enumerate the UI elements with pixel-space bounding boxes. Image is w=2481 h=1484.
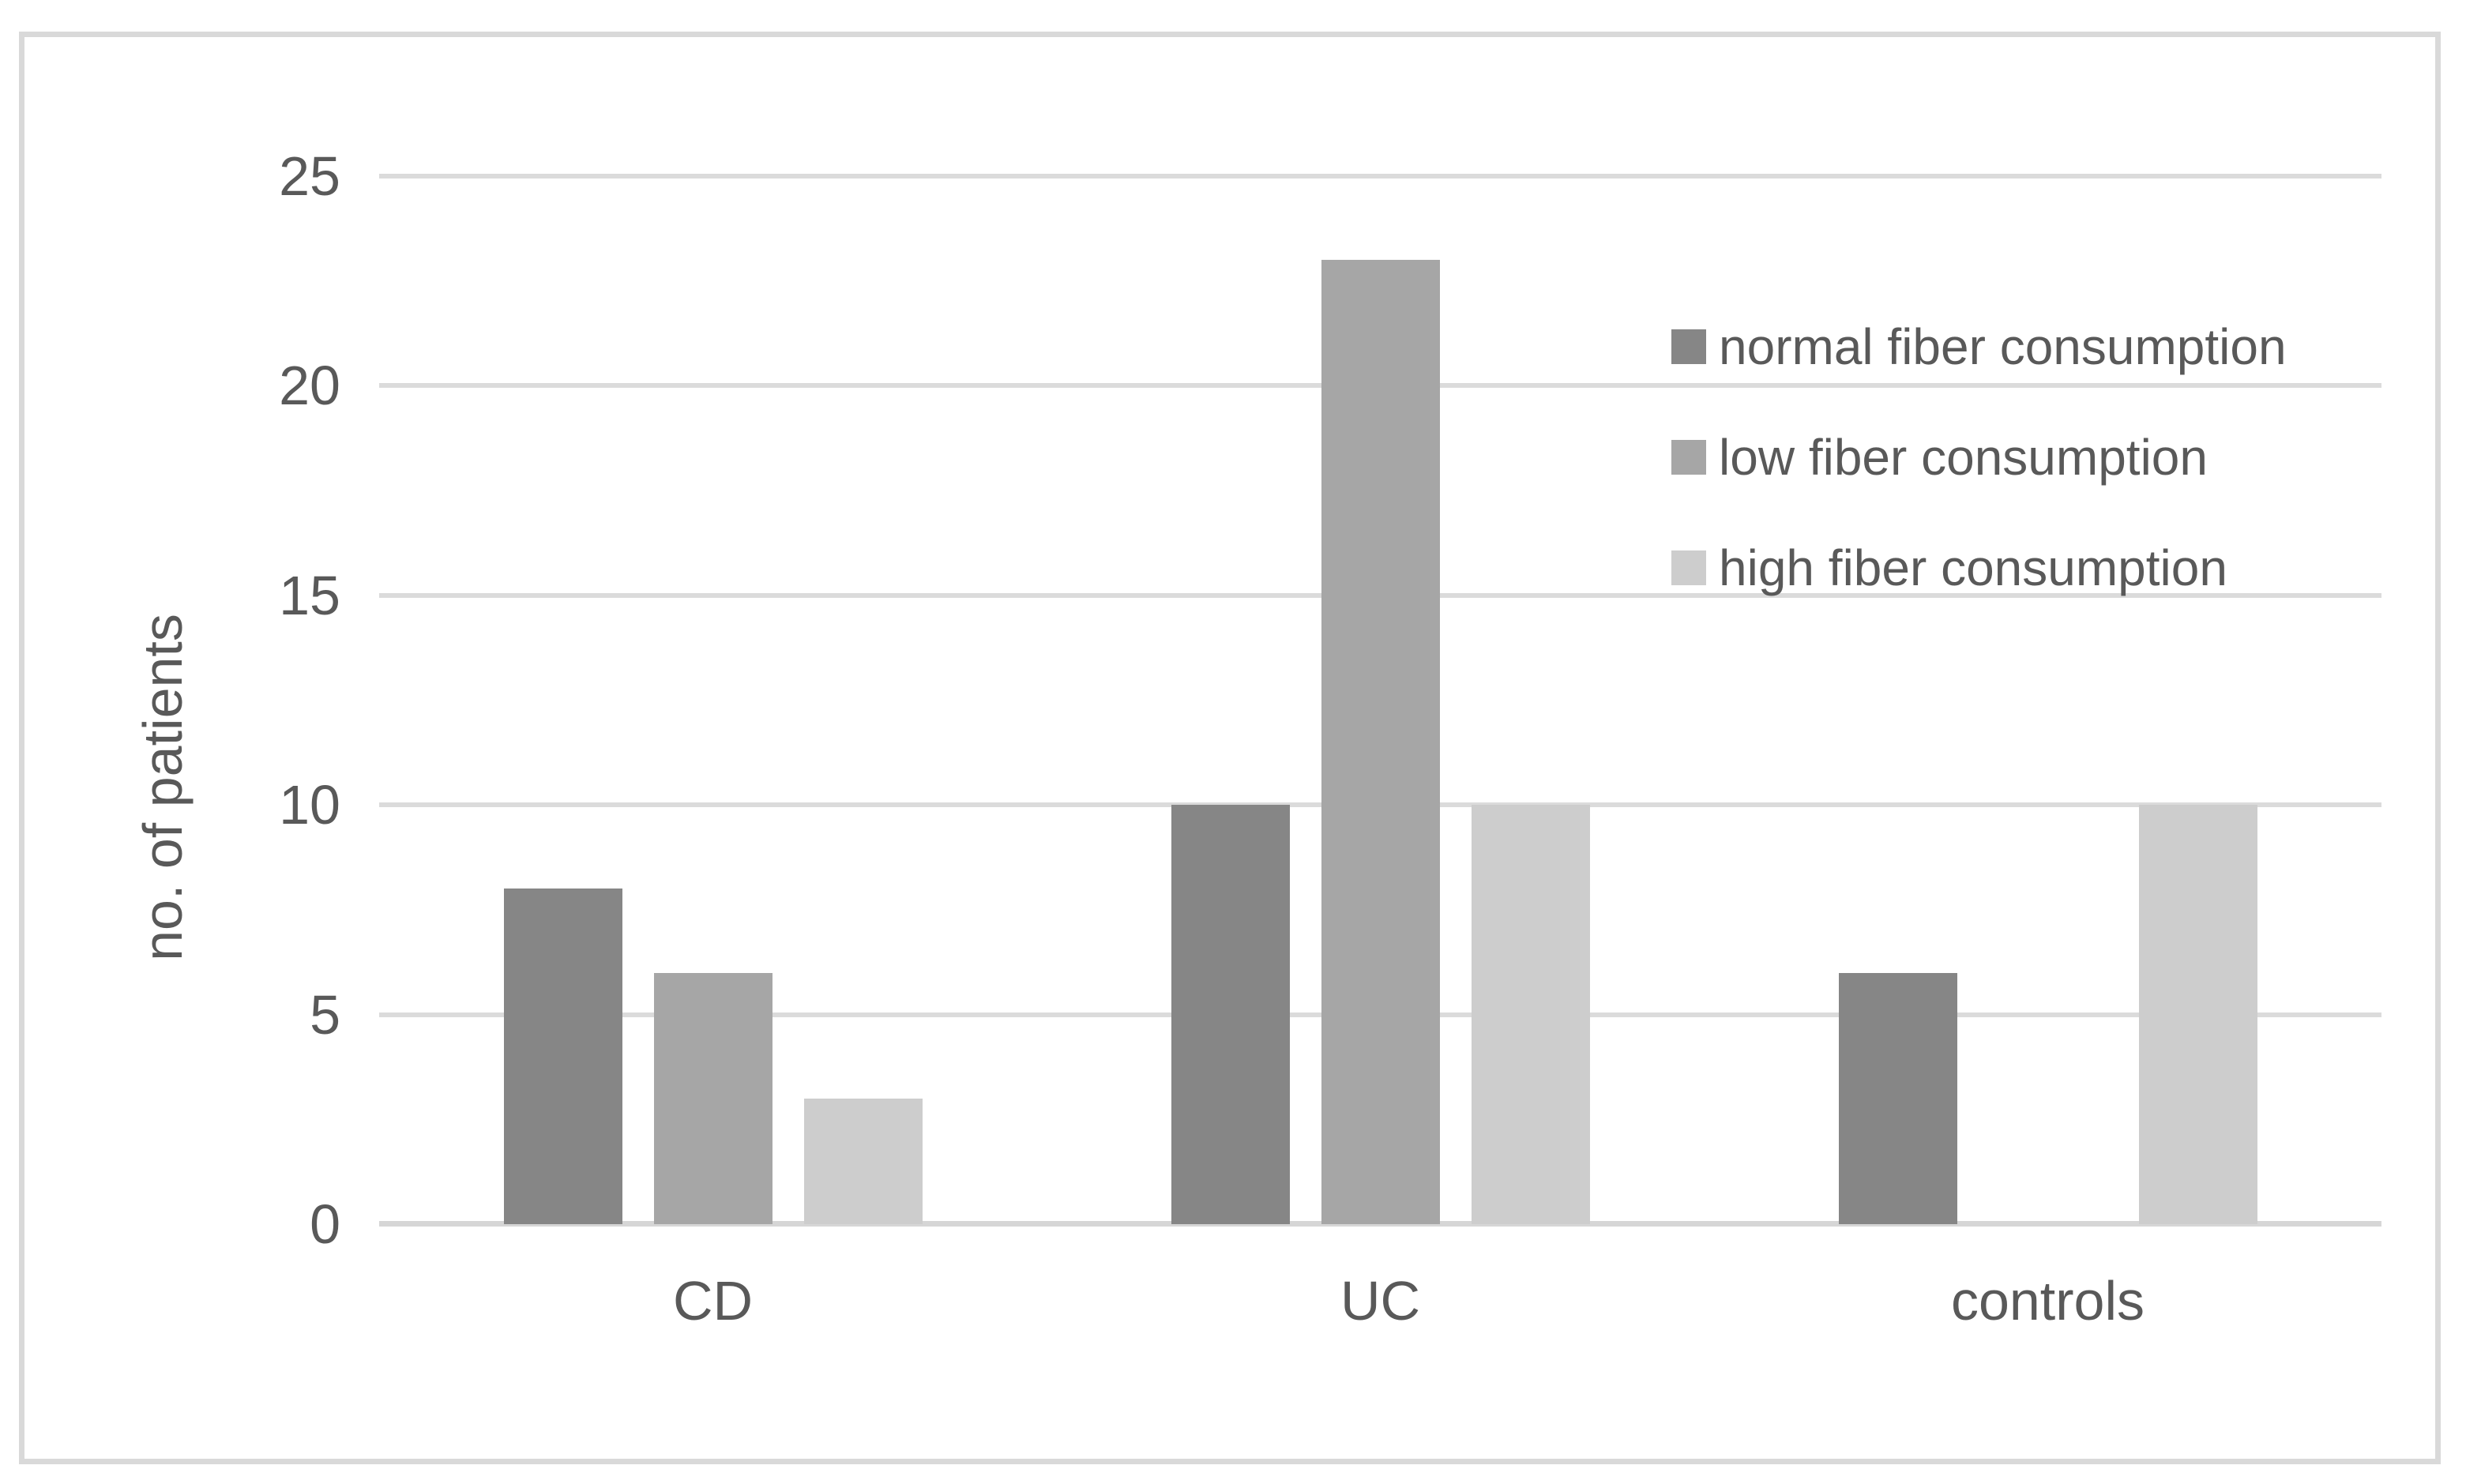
bar-group-controls bbox=[1714, 176, 2381, 1224]
bar-group-UC bbox=[1047, 176, 1714, 1224]
y-tick-label-15: 15 bbox=[279, 564, 340, 626]
bar-controls-high-fiber bbox=[2138, 805, 2257, 1224]
legend-label: normal fiber consumption bbox=[1719, 318, 2287, 375]
x-category-label-CD: CD bbox=[672, 1270, 754, 1332]
bar-groups bbox=[379, 176, 2381, 1224]
x-axis-category-labels: CD UC controls bbox=[379, 1269, 2381, 1332]
y-tick-label-20: 20 bbox=[279, 355, 340, 417]
legend-item-low-fiber: low fiber consumption bbox=[1671, 426, 2287, 489]
gridline-25 bbox=[379, 174, 2381, 178]
legend-swatch-icon bbox=[1671, 440, 1706, 475]
bar-CD-normal-fiber bbox=[503, 889, 622, 1224]
legend-item-high-fiber: high fiber consumption bbox=[1671, 536, 2287, 599]
bar-UC-high-fiber bbox=[1471, 805, 1590, 1224]
legend-label: high fiber consumption bbox=[1719, 539, 2227, 596]
legend-swatch-icon bbox=[1671, 329, 1706, 364]
legend-swatch-icon bbox=[1671, 550, 1706, 585]
legend-item-normal-fiber: normal fiber consumption bbox=[1671, 315, 2287, 378]
x-category-label-controls: controls bbox=[1950, 1270, 2145, 1332]
y-tick-label-25: 25 bbox=[279, 145, 340, 207]
bar-UC-normal-fiber bbox=[1171, 805, 1290, 1224]
bar-controls-normal-fiber bbox=[1838, 972, 1957, 1224]
chart-border-frame: no. of patients 0 5 10 15 20 25 CD UC controls … bbox=[19, 32, 2441, 1464]
y-tick-label-5: 5 bbox=[310, 983, 340, 1046]
y-tick-label-0: 0 bbox=[310, 1193, 340, 1255]
plot-area bbox=[379, 174, 2381, 1227]
bar-UC-low-fiber bbox=[1321, 260, 1440, 1224]
bar-CD-high-fiber bbox=[803, 1098, 923, 1224]
bar-CD-low-fiber bbox=[653, 972, 772, 1224]
y-tick-label-10: 10 bbox=[279, 774, 340, 836]
x-category-label-UC: UC bbox=[1340, 1270, 1421, 1332]
bar-group-CD bbox=[379, 176, 1047, 1224]
legend: normal fiber consumption low fiber consum… bbox=[1671, 315, 2287, 647]
legend-label: low fiber consumption bbox=[1719, 429, 2208, 486]
